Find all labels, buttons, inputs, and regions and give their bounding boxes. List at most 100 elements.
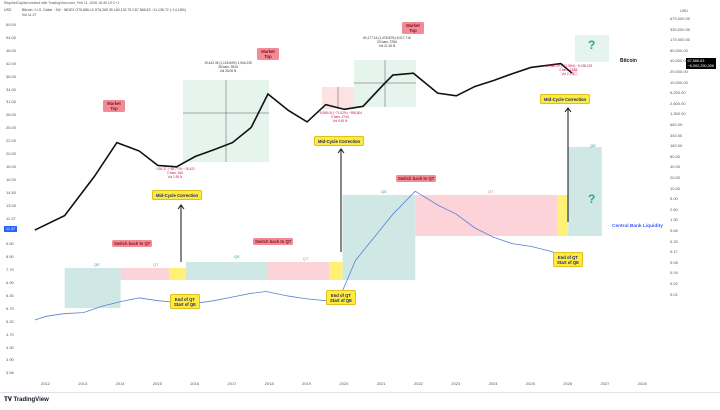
- right-tick: 10,000.00: [670, 79, 688, 85]
- left-tick: 3.90: [6, 357, 14, 363]
- x-tick: 2025: [525, 381, 535, 386]
- right-tick: 5,200.00: [670, 90, 686, 96]
- last-price-change: −6,002,290,306: [687, 63, 715, 68]
- left-tick: 16.00: [6, 176, 17, 182]
- tradingview-logo[interactable]: 𝐓𝐕 TradingView: [4, 397, 49, 403]
- left-tick: 8.50: [6, 254, 14, 260]
- x-tick: 2018: [264, 381, 274, 386]
- qt-label-1: QT: [153, 262, 159, 267]
- x-tick: 2023: [451, 381, 461, 386]
- right-tick: 80.00: [670, 153, 681, 159]
- market-top-label-2017: Market Top: [257, 48, 279, 60]
- right-tick: 670,000.00: [670, 16, 691, 21]
- chart-credit: RaychelCapital created with TradingView.…: [4, 1, 120, 5]
- x-tick: 2012: [41, 381, 50, 386]
- chart-canvas[interactable]: [0, 0, 720, 390]
- left-tick: 28.00: [6, 112, 17, 118]
- right-tick: 0.33: [670, 238, 678, 244]
- right-tick: 1.30: [670, 217, 678, 223]
- right-tick: 0.01: [670, 291, 678, 297]
- left-tick: 3.56: [6, 370, 14, 376]
- question-mark-bitcoin: ?: [588, 38, 596, 52]
- right-axis-currency: USD: [679, 9, 688, 13]
- right-tick: 5.00: [670, 196, 678, 202]
- last-price-tag: 67,566.63 −6,002,290,306: [685, 58, 716, 69]
- right-tick: 2,600.00: [670, 100, 686, 106]
- right-tick: 40.00: [670, 164, 681, 170]
- right-tick: 0.65: [670, 228, 678, 233]
- left-value-tag: 11.37: [4, 226, 18, 232]
- right-tick: 660.00: [670, 122, 683, 127]
- left-tick: 11.37: [6, 215, 16, 221]
- left-price-axis[interactable]: 60.00 54.00 48.00 42.00 38.00 34.00 31.00 28.00…: [0, 0, 34, 390]
- left-tick: 34.00: [6, 86, 17, 92]
- arrows: [177, 107, 572, 262]
- left-tick: 5.70: [6, 305, 14, 311]
- right-tick: 0.17: [670, 249, 678, 255]
- bitcoin-series-label: Bitcoin: [620, 58, 637, 64]
- symbol-info: Bitcoin / U.S. Dollar · 1W · INDEX O76,6…: [22, 8, 186, 17]
- x-tick: 2028: [637, 381, 647, 386]
- x-tick: 2015: [152, 381, 162, 386]
- measure-2019: −5,988.04 (−71.02%) −598,804 9 bars, 274d…: [317, 111, 363, 124]
- left-tick: 48.00: [6, 47, 17, 53]
- right-tick: 0.08: [670, 259, 678, 265]
- x-tick: 2014: [115, 381, 125, 386]
- qe-label-2: QE: [234, 254, 240, 259]
- left-tick: 20.00: [6, 151, 17, 156]
- left-tick: 60.00: [6, 22, 17, 27]
- right-tick: 80,000.00: [670, 47, 688, 53]
- right-tick: 20.00: [670, 175, 681, 180]
- right-tick: 40,000.00: [670, 58, 688, 64]
- symbol-line: Bitcoin / U.S. Dollar · 1W · INDEX O76,6…: [22, 8, 186, 12]
- x-tick: 2020: [339, 381, 349, 386]
- left-tick: 9.50: [6, 241, 14, 247]
- qt-label-3: QT: [488, 189, 494, 194]
- left-tick: 38.00: [6, 73, 17, 79]
- end-qt-label-2019: End of QT Start of QE: [326, 290, 356, 305]
- x-tick: 2022: [414, 381, 423, 386]
- measure-2025: −50,380.29 (−31.56%) −5,038,029 4 bars, 1…: [543, 64, 593, 77]
- right-price-axis[interactable]: 670,000.00 330,000.00 170,000.00 80,000.00 4…: [662, 0, 720, 390]
- x-tick: 2021: [376, 381, 386, 386]
- switch-qt-label-2022: Switch back to QT: [396, 175, 437, 182]
- currency-label: USD: [4, 8, 12, 12]
- left-tick: 7.70: [6, 267, 14, 273]
- qt-label-2: QT: [303, 256, 309, 261]
- left-tick: 6.90: [6, 280, 14, 285]
- right-tick: 10.00: [670, 185, 681, 191]
- measure-2021: 60,177.16 (1,478.82%) 6,017,716 20 bars, …: [363, 36, 411, 49]
- left-tick: 6.30: [6, 292, 14, 298]
- left-tick: 4.30: [6, 344, 14, 350]
- x-tick: 2013: [78, 381, 88, 386]
- left-tick: 22.00: [6, 138, 17, 144]
- x-tick: 2019: [302, 381, 311, 386]
- right-tick: 330,000.00: [670, 26, 691, 32]
- x-tick: 2016: [190, 381, 200, 386]
- x-tick: 2026: [563, 381, 573, 386]
- right-tick: 0.04: [670, 270, 678, 276]
- switch-qt-label-2014: Switch back to QT: [112, 240, 153, 247]
- left-tick: 54.00: [6, 34, 17, 40]
- mid-cycle-label-2015: Mid-Cycle Correction: [152, 190, 203, 200]
- question-mark-liquidity: ?: [588, 192, 596, 206]
- market-top-label-2021: Market Top: [402, 22, 424, 34]
- switch-qt-label-2018: Switch back to QT: [253, 238, 294, 245]
- x-tick: 2024: [488, 381, 498, 386]
- left-tick: 13.00: [6, 202, 17, 208]
- qe-label-1: QE: [94, 262, 100, 267]
- right-tick: 340.00: [670, 132, 683, 138]
- measure-2015: −154.37 (−48.77%) −15,421 1 bars, 35d Vol …: [155, 167, 195, 180]
- tv-logo-icon: 𝐓𝐕: [4, 397, 14, 403]
- mid-cycle-label-2019: Mid-Cycle Correction: [314, 136, 365, 146]
- x-tick: 2017: [227, 381, 237, 386]
- right-tick: 1,300.00: [670, 111, 686, 117]
- x-tick: 2027: [600, 381, 610, 386]
- right-tick: 160.00: [670, 143, 683, 149]
- zones: [64, 147, 602, 308]
- right-tick: 2.60: [670, 206, 678, 212]
- right-tick: 0.02: [670, 281, 678, 286]
- left-tick: 25.00: [6, 125, 17, 131]
- left-tick: 14.50: [6, 189, 17, 195]
- measure-2017: 19,442.35 (1,126.84%) 1,944,225 28 bars, …: [204, 61, 252, 74]
